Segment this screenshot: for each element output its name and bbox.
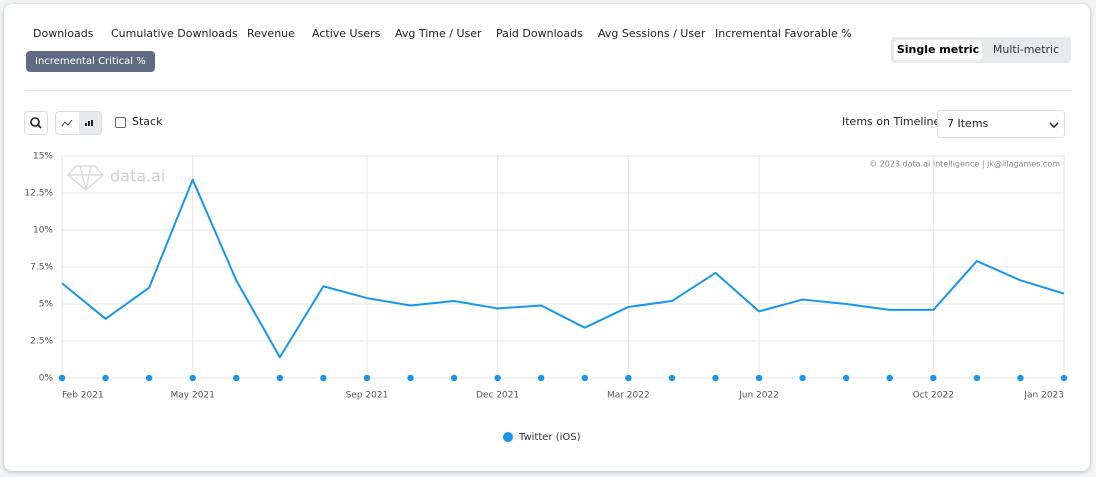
timeline-dot	[275, 373, 285, 383]
x-tick-label: Mar 2022	[607, 391, 650, 401]
tab[interactable]: Paid Downloads	[496, 27, 583, 40]
timeline-dot	[754, 373, 764, 383]
x-tick-label: Feb 2021	[62, 391, 104, 401]
x-tick-label: Oct 2022	[913, 391, 954, 401]
chart-type-toggle[interactable]	[55, 111, 102, 135]
timeline-dot	[144, 373, 154, 383]
tab[interactable]: Cumulative Downloads	[111, 27, 238, 40]
x-tick-label: May 2021	[171, 391, 215, 401]
tab[interactable]: Revenue	[247, 27, 295, 40]
y-tick-label: 10%	[33, 226, 53, 236]
zoom-button[interactable]	[24, 111, 48, 135]
timeline-dot	[492, 373, 503, 383]
tab[interactable]: Incremental Favorable %	[715, 27, 852, 40]
timeline-dot	[318, 373, 329, 383]
timeline-dot	[536, 373, 546, 383]
tab[interactable]: Active Users	[312, 27, 381, 40]
timeline-dot	[623, 373, 634, 383]
timeline-dot	[231, 373, 242, 383]
y-tick-label: 7.5%	[30, 263, 53, 273]
watermark-icon	[66, 165, 105, 191]
items-select[interactable]: 7 Items	[937, 110, 1065, 138]
timeline-dot	[972, 373, 982, 383]
divider	[26, 90, 1072, 91]
y-tick-label: 5%	[39, 300, 54, 310]
timeline-dot	[405, 373, 416, 383]
toggle-option[interactable]: Multi-metric	[992, 43, 1060, 56]
x-tick-label: Dec 2021	[476, 391, 519, 401]
timeline-dot	[57, 373, 67, 383]
timeline-dot	[449, 373, 459, 383]
stack-label: Stack	[132, 115, 163, 128]
timeline-dot	[1015, 373, 1026, 383]
timeline-dot	[100, 373, 111, 383]
y-tick-label: 15%	[33, 152, 53, 162]
x-tick-label: Jun 2022	[738, 391, 779, 401]
tab-selected[interactable]: Incremental Critical %	[26, 51, 155, 72]
toggle-option[interactable]: Single metric	[894, 40, 982, 60]
timeline-dot	[710, 373, 721, 383]
legend-label: Twitter (iOS)	[518, 432, 581, 443]
timeline-dot	[667, 373, 677, 383]
x-tick-label: Jan 2023	[1023, 391, 1064, 401]
timeline-dot	[362, 373, 372, 383]
legend-marker	[503, 432, 513, 442]
items-label: Items on Timeline:	[842, 115, 944, 128]
tab[interactable]: Downloads	[33, 27, 94, 40]
checkbox[interactable]	[115, 117, 126, 128]
timeline-dot	[884, 373, 895, 383]
y-tick-label: 0%	[39, 374, 54, 384]
timeline-dot	[187, 373, 198, 383]
panel	[4, 4, 1090, 471]
x-tick-label: Sep 2021	[346, 391, 389, 401]
timeline-dot	[841, 373, 851, 383]
mode-toggle: Single metric Multi-metric	[891, 37, 1071, 63]
tab[interactable]: Avg Sessions / User	[598, 27, 706, 40]
timeline-dot	[1059, 373, 1069, 383]
tab[interactable]: Avg Time / User	[395, 27, 482, 40]
copyright: © 2023 data.ai Intelligence | jk@lilagam…	[869, 160, 1060, 169]
y-tick-label: 12.5%	[24, 189, 53, 199]
timeline-dot	[580, 373, 590, 383]
series-line	[61, 178, 1065, 359]
select-value: 7 Items	[947, 117, 989, 130]
timeline-dot	[797, 373, 808, 383]
timeline-dot	[928, 373, 939, 383]
y-tick-label: 2.5%	[30, 337, 53, 347]
watermark: data.ai	[110, 167, 165, 186]
